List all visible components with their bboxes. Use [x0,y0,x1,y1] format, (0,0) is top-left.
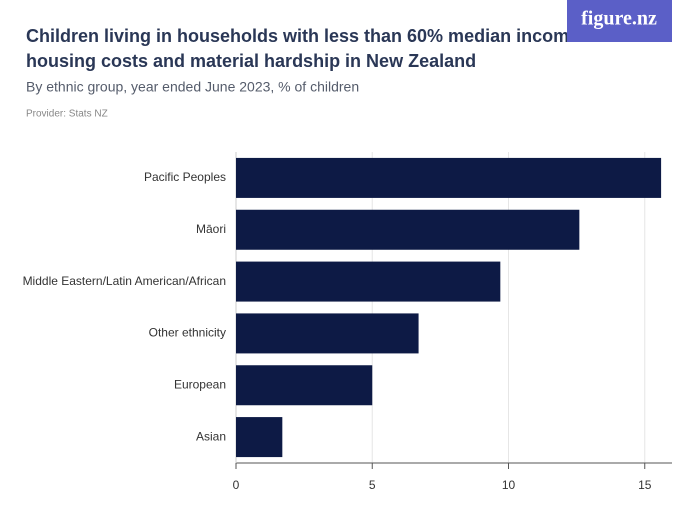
y-tick-label: Pacific Peoples [144,170,226,184]
chart-title-line2: housing costs and material hardship in N… [26,51,476,71]
chart-subtitle: By ethnic group, year ended June 2023, %… [26,79,359,95]
bar [236,261,501,302]
bar [236,313,419,354]
x-tick-label: 5 [369,478,376,492]
x-tick-label: 15 [638,478,652,492]
chart-title: Children living in households with less … [26,26,623,46]
y-tick-label: Māori [196,222,226,236]
x-tick-label: 0 [233,478,240,492]
y-tick-label: Middle Eastern/Latin American/African [23,274,226,288]
y-tick-label: Other ethnicity [149,326,226,340]
bar [236,365,373,406]
bar [236,417,283,458]
x-tick-label: 10 [502,478,516,492]
y-tick-label: Asian [196,429,226,443]
bar [236,157,662,198]
y-tick-label: European [174,377,226,391]
bar [236,209,580,250]
source: Provider: Stats NZ [26,109,108,120]
logo-box[interactable] [567,0,672,42]
logo[interactable]: figure.nz [581,8,657,30]
